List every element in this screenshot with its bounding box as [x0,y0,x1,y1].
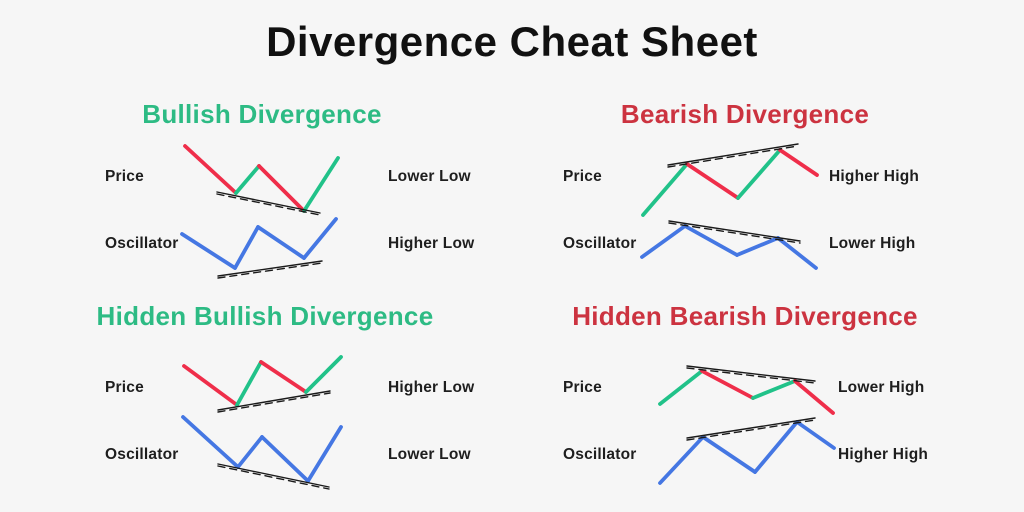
bearish-oscillator-label: Oscillator [563,235,637,252]
section-title-bearish-divergence: Bearish Divergence [620,99,870,129]
bearish-oscillator-annotation: Lower High [829,235,916,252]
hidden-bullish-price-annotation: Higher Low [388,379,475,396]
bullish-divergence-oscillator-chart [180,217,338,279]
bullish-price-label: Price [105,168,144,185]
bearish-divergence-price-chart [641,143,819,217]
section-title-bullish-divergence: Bullish Divergence [142,99,382,129]
hidden-bearish-price-label: Price [563,379,602,396]
bearish-price-label: Price [563,168,602,185]
hidden-bullish-oscillator-annotation: Lower Low [388,446,471,463]
bearish-price-annotation: Higher High [829,168,920,185]
hidden-bullish-divergence-oscillator-chart [181,415,343,490]
hidden-bearish-oscillator-label: Oscillator [563,446,637,463]
hidden-bullish-oscillator-label: Oscillator [105,446,179,463]
hidden-bullish-price-label: Price [105,379,144,396]
bullish-oscillator-annotation: Higher Low [388,235,475,252]
bullish-price-annotation: Lower Low [388,168,471,185]
bullish-divergence-price-chart [183,144,340,216]
hidden-bearish-divergence-oscillator-chart [658,417,836,485]
bearish-divergence-oscillator-chart [640,220,818,270]
bullish-oscillator-label: Oscillator [105,235,179,252]
hidden-bullish-divergence-price-chart [182,355,343,413]
hidden-bearish-price-annotation: Lower High [838,379,925,396]
section-title-hidden-bearish-divergence: Hidden Bearish Divergence [572,301,918,331]
hidden-bearish-oscillator-annotation: Higher High [838,446,929,463]
section-title-hidden-bullish-divergence: Hidden Bullish Divergence [96,301,434,331]
page-title: Divergence Cheat Sheet [266,18,758,65]
hidden-bearish-divergence-price-chart [658,365,835,415]
